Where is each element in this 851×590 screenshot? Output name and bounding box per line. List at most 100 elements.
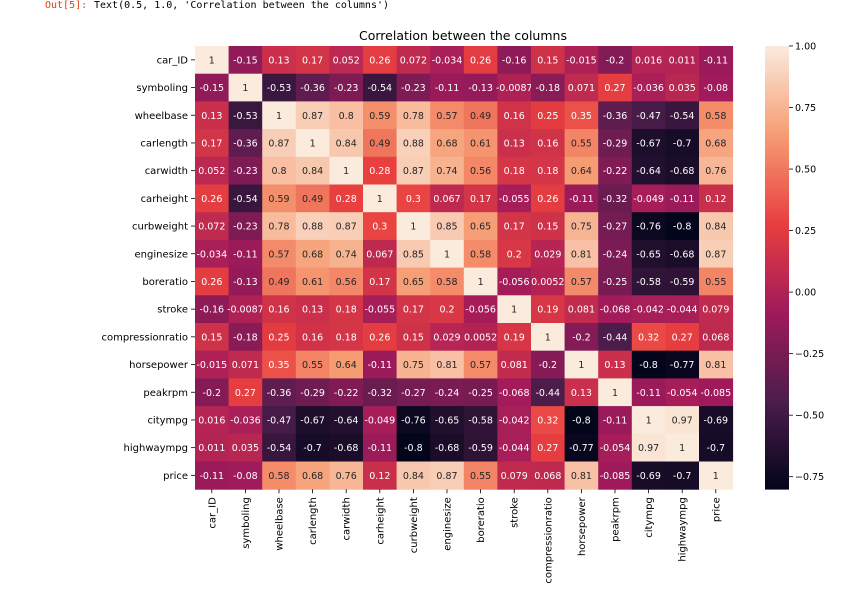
cell-value-label: 0.26 xyxy=(537,194,558,205)
heatmap-cell xyxy=(363,129,398,158)
heatmap-cell xyxy=(396,461,431,490)
cell-value-label: -0.68 xyxy=(670,249,695,260)
heatmap-cell xyxy=(430,267,465,296)
colorbar-segment xyxy=(765,452,789,457)
heatmap-cell xyxy=(497,267,532,296)
heatmap-cell xyxy=(228,184,263,213)
colorbar-segment xyxy=(765,249,789,254)
heatmap-cell xyxy=(497,378,532,407)
heatmap-cell xyxy=(228,73,263,102)
colorbar-segment xyxy=(765,175,789,180)
colorbar-segment xyxy=(765,145,789,150)
cell-value-label: -0.068 xyxy=(600,305,631,316)
colorbar-segment xyxy=(765,167,789,173)
heatmap-cell xyxy=(228,350,263,379)
heatmap-cell xyxy=(463,433,498,462)
cell-value-label: 0.75 xyxy=(403,360,424,371)
cell-value-label: 0.55 xyxy=(571,138,592,149)
colorbar-segment xyxy=(765,393,789,398)
heatmap-cell xyxy=(329,461,364,490)
heatmap-cell xyxy=(329,267,364,296)
heatmap-cell xyxy=(564,212,599,241)
heatmap-cell xyxy=(430,378,465,407)
colorbar-segment xyxy=(765,127,789,132)
cell-value-label: 0.57 xyxy=(571,277,592,288)
colorbar-segment xyxy=(765,308,789,313)
colorbar-segment xyxy=(765,300,789,306)
cell-value-label: -0.77 xyxy=(569,443,594,454)
heatmap-cell xyxy=(463,156,498,185)
heatmap-cell xyxy=(531,350,566,379)
colorbar-segment xyxy=(765,138,789,143)
cell-value-label: 0.016 xyxy=(198,415,225,426)
heatmap-cell xyxy=(228,433,263,462)
cell-value-label: 1 xyxy=(646,415,652,426)
colorbar-segment xyxy=(765,46,789,51)
heatmap-cell xyxy=(228,295,263,324)
cell-value-label: -0.65 xyxy=(435,415,460,426)
heatmap-cell xyxy=(195,378,230,407)
row-tick-label: stroke xyxy=(157,305,188,316)
cell-value-label: 0.16 xyxy=(302,332,323,343)
cell-value-label: -0.049 xyxy=(633,194,664,205)
heatmap-cell xyxy=(564,461,599,490)
heatmap-cell xyxy=(463,101,498,130)
cell-value-label: 0.052 xyxy=(333,55,360,66)
cell-value-label: -0.11 xyxy=(569,194,594,205)
colorbar-segment xyxy=(765,178,789,184)
row-tick-label: highwaympg xyxy=(124,443,188,454)
cell-value-label: 0.27 xyxy=(537,443,558,454)
heatmap-cell xyxy=(228,461,263,490)
cell-value-label: -0.69 xyxy=(704,415,729,426)
heatmap-cell xyxy=(463,129,498,158)
colorbar-segment xyxy=(765,352,789,357)
heatmap-cell xyxy=(531,295,566,324)
cell-value-label: 0.3 xyxy=(372,222,387,233)
colorbar-segment xyxy=(765,333,789,339)
cell-value-label: 0.81 xyxy=(571,249,592,260)
heatmap-cell xyxy=(631,46,666,75)
colorbar-segment xyxy=(765,285,789,291)
colorbar-segment xyxy=(765,315,789,320)
colorbar-segment xyxy=(765,363,789,368)
cell-value-label: 0.18 xyxy=(504,166,525,177)
cell-value-label: -0.36 xyxy=(603,111,628,122)
cell-value-label: -0.32 xyxy=(603,194,628,205)
heatmap-cell xyxy=(631,101,666,130)
cell-value-label: 0.12 xyxy=(705,194,726,205)
cell-value-label: 0.87 xyxy=(705,249,726,260)
colorbar-segment xyxy=(765,119,789,125)
cell-value-label: -0.54 xyxy=(670,111,695,122)
heatmap-cell xyxy=(497,212,532,241)
column-tick-label: peakrpm xyxy=(611,497,622,542)
heatmap-cell xyxy=(363,184,398,213)
cell-value-label: -0.036 xyxy=(230,415,261,426)
heatmap-cell xyxy=(631,267,666,296)
cell-value-label: -0.034 xyxy=(196,249,227,260)
cell-value-label: -0.11 xyxy=(670,194,695,205)
cell-value-label: 0.26 xyxy=(201,194,222,205)
cell-value-label: -0.054 xyxy=(667,388,698,399)
cell-value-label: 0.49 xyxy=(302,194,323,205)
colorbar-segment xyxy=(765,470,789,475)
cell-value-label: -0.0087 xyxy=(227,305,264,316)
colorbar-segment xyxy=(765,374,789,379)
colorbar-segment xyxy=(765,149,789,154)
cell-value-label: 0.81 xyxy=(571,471,592,482)
colorbar-segment xyxy=(765,105,789,110)
colorbar-segment xyxy=(765,404,789,409)
colorbar-tick-label: 1.00 xyxy=(795,42,816,53)
heatmap-cell xyxy=(497,239,532,269)
cell-value-label: -0.68 xyxy=(334,443,359,454)
heatmap-cell xyxy=(699,184,734,213)
heatmap-cell xyxy=(363,46,398,75)
heatmap-cell xyxy=(665,323,700,352)
column-tick-label: carwidth xyxy=(342,497,353,540)
column-tick-label: horsepower xyxy=(577,496,588,556)
heatmap-cell xyxy=(363,239,398,269)
column-tick-label: boreratio xyxy=(476,497,487,543)
heatmap-cell xyxy=(631,406,666,435)
colorbar-segment xyxy=(765,49,789,54)
cell-value-label: 0.87 xyxy=(302,111,323,122)
row-tick-label: peakrpm xyxy=(143,388,188,399)
